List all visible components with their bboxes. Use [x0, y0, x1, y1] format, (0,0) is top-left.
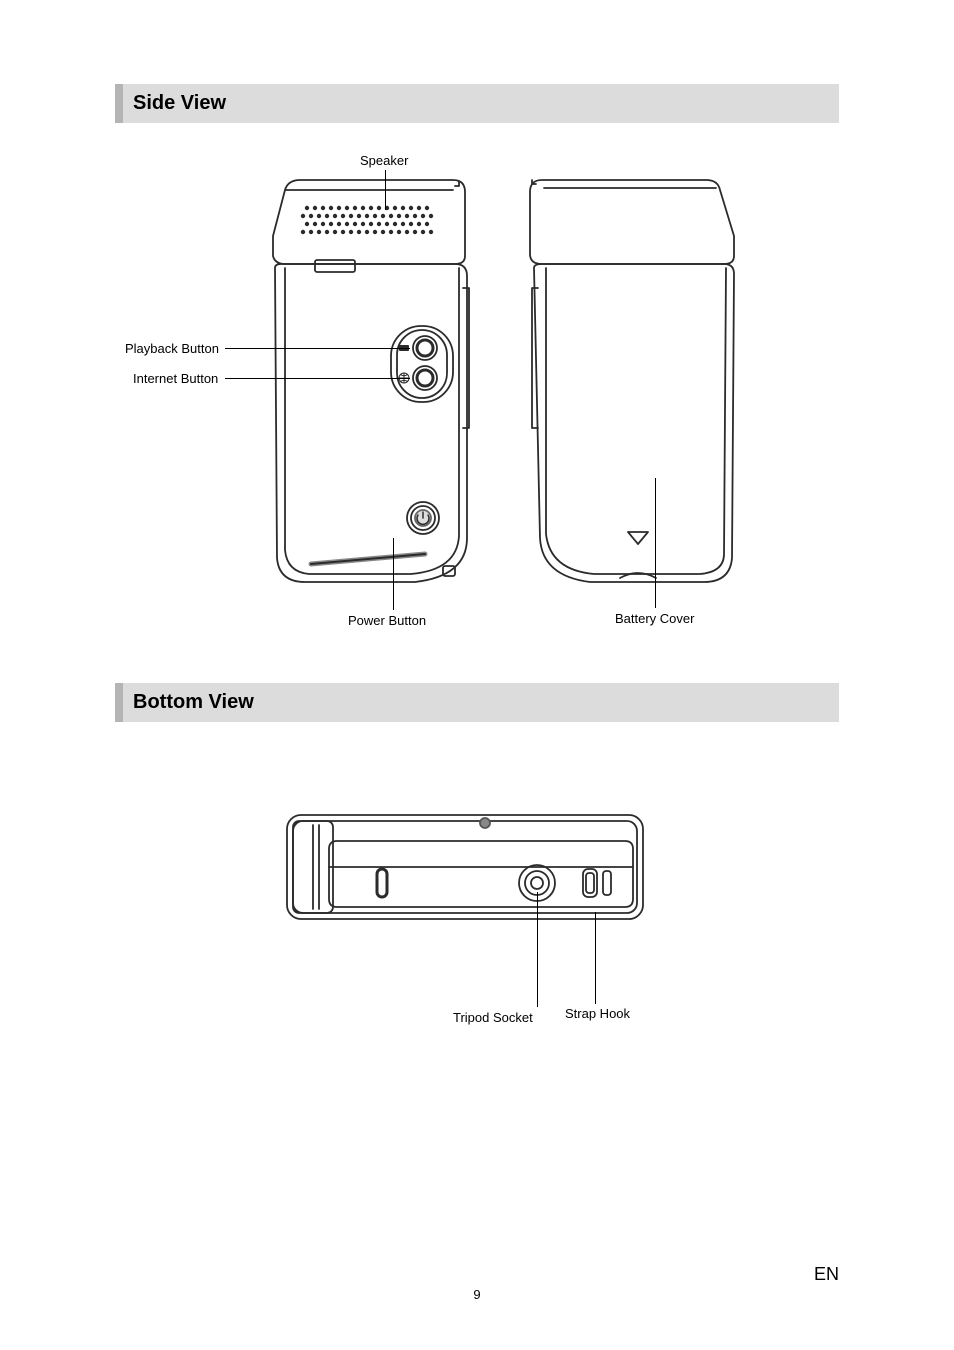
- label-playback: Playback Button: [125, 341, 219, 356]
- bottom-view-diagram: Tripod Socket Strap Hook: [115, 752, 839, 1092]
- device-left-side: [255, 178, 475, 598]
- label-internet: Internet Button: [133, 371, 218, 386]
- leader-tripod: [537, 892, 538, 1007]
- leader-playback: [225, 348, 410, 349]
- language-code: EN: [814, 1264, 839, 1285]
- label-strap: Strap Hook: [565, 1006, 630, 1021]
- leader-strap: [595, 912, 596, 1004]
- device-bottom: [285, 807, 645, 937]
- page-number: 9: [0, 1287, 954, 1302]
- leader-internet: [225, 378, 410, 379]
- leader-power: [393, 538, 394, 610]
- section-title-bottom: Bottom View: [133, 691, 254, 713]
- label-battery: Battery Cover: [615, 611, 694, 626]
- label-power: Power Button: [348, 613, 426, 628]
- label-tripod: Tripod Socket: [453, 1010, 533, 1025]
- page: Side View: [0, 0, 954, 1350]
- section-header-side: Side View: [115, 84, 839, 123]
- device-right-side: [520, 178, 750, 598]
- leader-battery: [655, 478, 656, 608]
- section-header-bottom: Bottom View: [115, 683, 839, 722]
- label-speaker: Speaker: [360, 153, 408, 168]
- leader-speaker: [385, 170, 386, 210]
- side-view-diagram: Speaker Playback Button Internet Button …: [115, 153, 839, 653]
- section-title-side: Side View: [133, 92, 226, 114]
